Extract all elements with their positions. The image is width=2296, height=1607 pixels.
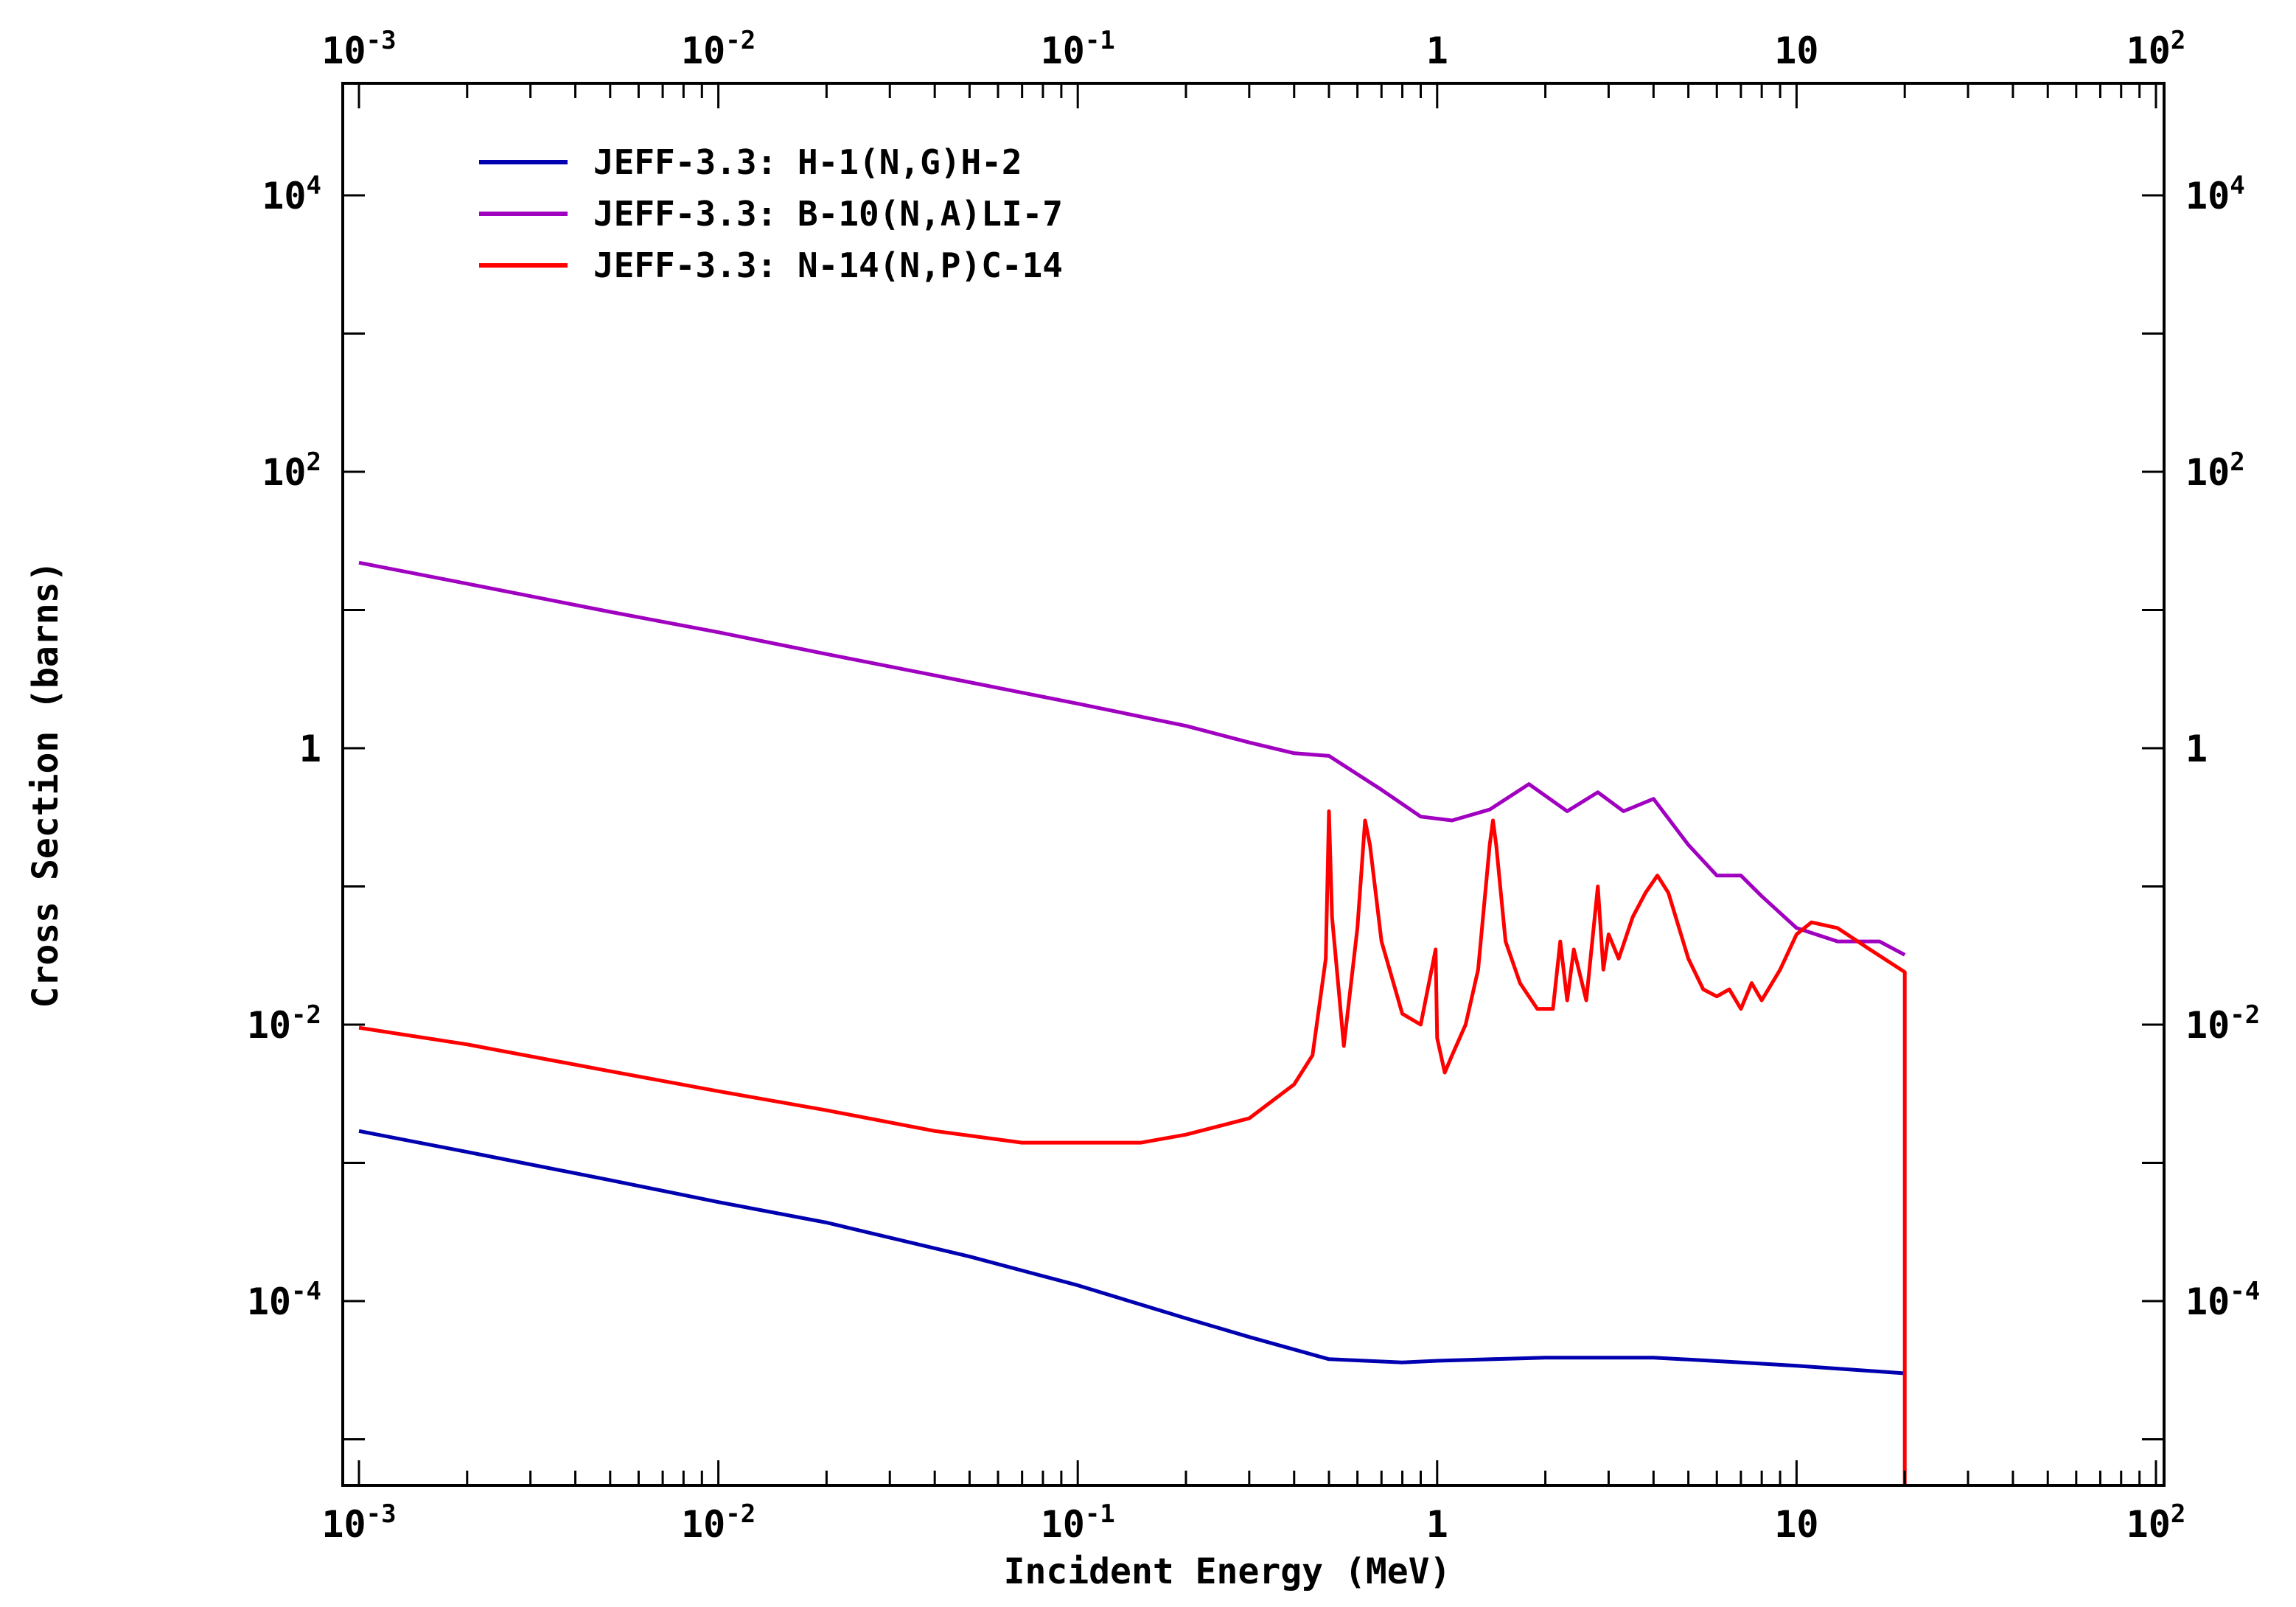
legend-label: JEFF-3.3: H-1(N,G)H-2 (593, 142, 1022, 182)
x-tick-label-bottom: 1 (1426, 1503, 1448, 1546)
ticks-layer (343, 83, 2164, 1485)
legend: JEFF-3.3: H-1(N,G)H-2 JEFF-3.3: B-10(N,A)… (479, 142, 1063, 285)
x-tick-label-top: 10 (1774, 29, 1818, 72)
y-tick-label-right: 1 (2185, 728, 2208, 770)
y-tick-label-right: 10-2 (2185, 1000, 2260, 1047)
series-line-2 (358, 560, 1906, 957)
y-tick-label-left: 102 (262, 447, 321, 494)
plot-frame (341, 82, 2166, 1487)
legend-label: JEFF-3.3: B-10(N,A)LI-7 (593, 194, 1063, 234)
x-tick-label-top: 10-1 (1041, 26, 1115, 72)
y-tick-label-right: 102 (2185, 447, 2245, 494)
series-line-1 (358, 1129, 1905, 1376)
y-tick-label-right: 104 (2185, 171, 2245, 217)
y-tick-label-left: 10-4 (247, 1277, 321, 1323)
y-tick-label-left: 10-2 (247, 1000, 321, 1047)
x-axis-label: Incident Energy (MeV) (1004, 1551, 1451, 1592)
x-tick-label-bottom: 10-1 (1041, 1499, 1115, 1546)
series-line-3 (358, 809, 1907, 1485)
x-tick-label-top: 1 (1426, 29, 1448, 72)
x-tick-label-bottom: 10-2 (681, 1499, 756, 1546)
y-tick-label-left: 1 (299, 728, 321, 770)
y-tick-label-left: 104 (262, 171, 321, 217)
series-layer (358, 560, 1907, 1485)
y-axis-label: Cross Section (barns) (25, 561, 66, 1008)
x-tick-label-top: 102 (2126, 26, 2186, 72)
x-tick-label-top: 10-3 (321, 26, 396, 72)
x-tick-label-bottom: 102 (2126, 1499, 2186, 1546)
legend-label: JEFF-3.3: N-14(N,P)C-14 (593, 245, 1063, 285)
x-tick-label-top: 10-2 (681, 26, 756, 72)
y-tick-label-right: 10-4 (2185, 1277, 2260, 1323)
x-tick-label-bottom: 10-3 (321, 1499, 396, 1546)
x-tick-label-bottom: 10 (1774, 1503, 1818, 1546)
tick-labels-layer: 10-3 10-3 10-2 10-2 10-1 10-1 1 1 10 10 102 102 104 1… (247, 26, 2260, 1546)
